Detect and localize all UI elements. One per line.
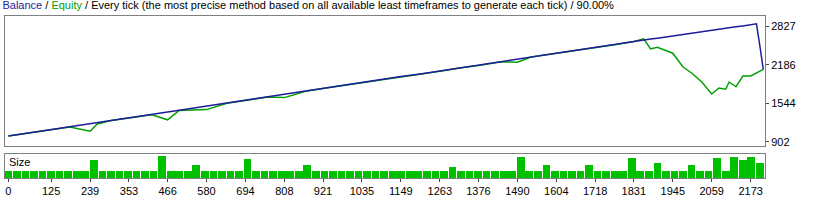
svg-text:1263: 1263 [428, 185, 452, 197]
svg-text:808: 808 [275, 185, 293, 197]
svg-text:353: 353 [120, 185, 138, 197]
svg-text:1544: 1544 [771, 97, 795, 109]
svg-text:1718: 1718 [583, 185, 607, 197]
svg-text:1149: 1149 [389, 185, 413, 197]
svg-text:1376: 1376 [466, 185, 490, 197]
svg-text:Size: Size [9, 156, 30, 168]
svg-text:1604: 1604 [544, 185, 568, 197]
svg-text:2173: 2173 [738, 185, 762, 197]
svg-text:1831: 1831 [622, 185, 646, 197]
svg-text:1490: 1490 [505, 185, 529, 197]
svg-text:580: 580 [197, 185, 215, 197]
svg-text:Balance / Equity / Every tick: Balance / Equity / Every tick (the most … [2, 0, 614, 11]
svg-text:1945: 1945 [661, 185, 685, 197]
svg-text:2186: 2186 [771, 59, 795, 71]
svg-text:902: 902 [771, 136, 789, 148]
svg-text:239: 239 [81, 185, 99, 197]
svg-text:466: 466 [158, 185, 176, 197]
svg-text:1035: 1035 [350, 185, 374, 197]
svg-text:125: 125 [42, 185, 60, 197]
svg-text:0: 0 [5, 185, 11, 197]
svg-text:2827: 2827 [771, 20, 795, 32]
svg-text:694: 694 [236, 185, 254, 197]
svg-text:921: 921 [314, 185, 332, 197]
svg-text:2059: 2059 [699, 185, 723, 197]
